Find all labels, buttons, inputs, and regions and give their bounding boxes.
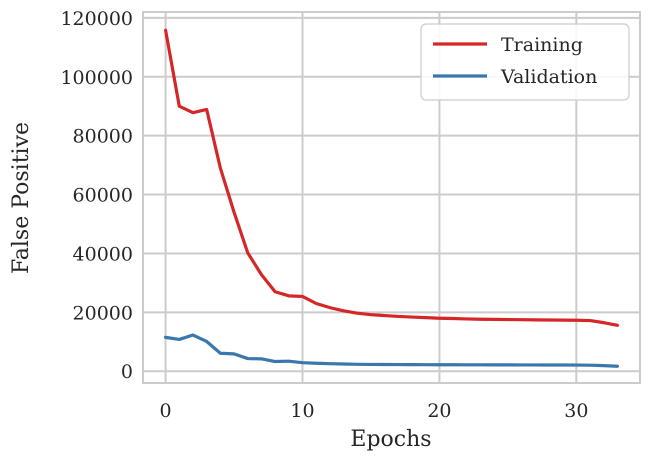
legend: Training Validation — [420, 23, 630, 101]
x-tick-label: 30 — [564, 400, 588, 422]
series-line-validation — [163, 333, 620, 368]
y-tick-label: 120000 — [60, 8, 133, 30]
y-axis-label: False Positive — [9, 122, 34, 274]
x-axis-label: Epochs — [350, 427, 431, 452]
series-line-training — [163, 28, 620, 327]
y-tick-label: 20000 — [73, 302, 133, 324]
y-tick-labels: 0 20000 40000 60000 80000 100000 120000 — [60, 8, 133, 383]
x-tick-labels: 0 10 20 30 — [160, 400, 589, 422]
x-tick-label: 20 — [427, 400, 451, 422]
y-tick-label: 40000 — [73, 243, 133, 265]
x-tick-label: 0 — [160, 400, 172, 422]
x-tick-label: 10 — [290, 400, 314, 422]
y-tick-label: 60000 — [73, 185, 133, 207]
y-tick-label: 100000 — [60, 67, 133, 89]
series-lines — [163, 28, 620, 368]
plot-frame — [142, 11, 641, 384]
y-tick-label: 0 — [121, 361, 133, 383]
legend-label-validation: Validation — [500, 66, 597, 88]
legend-label-training: Training — [501, 34, 583, 56]
y-tick-label: 80000 — [73, 126, 133, 148]
